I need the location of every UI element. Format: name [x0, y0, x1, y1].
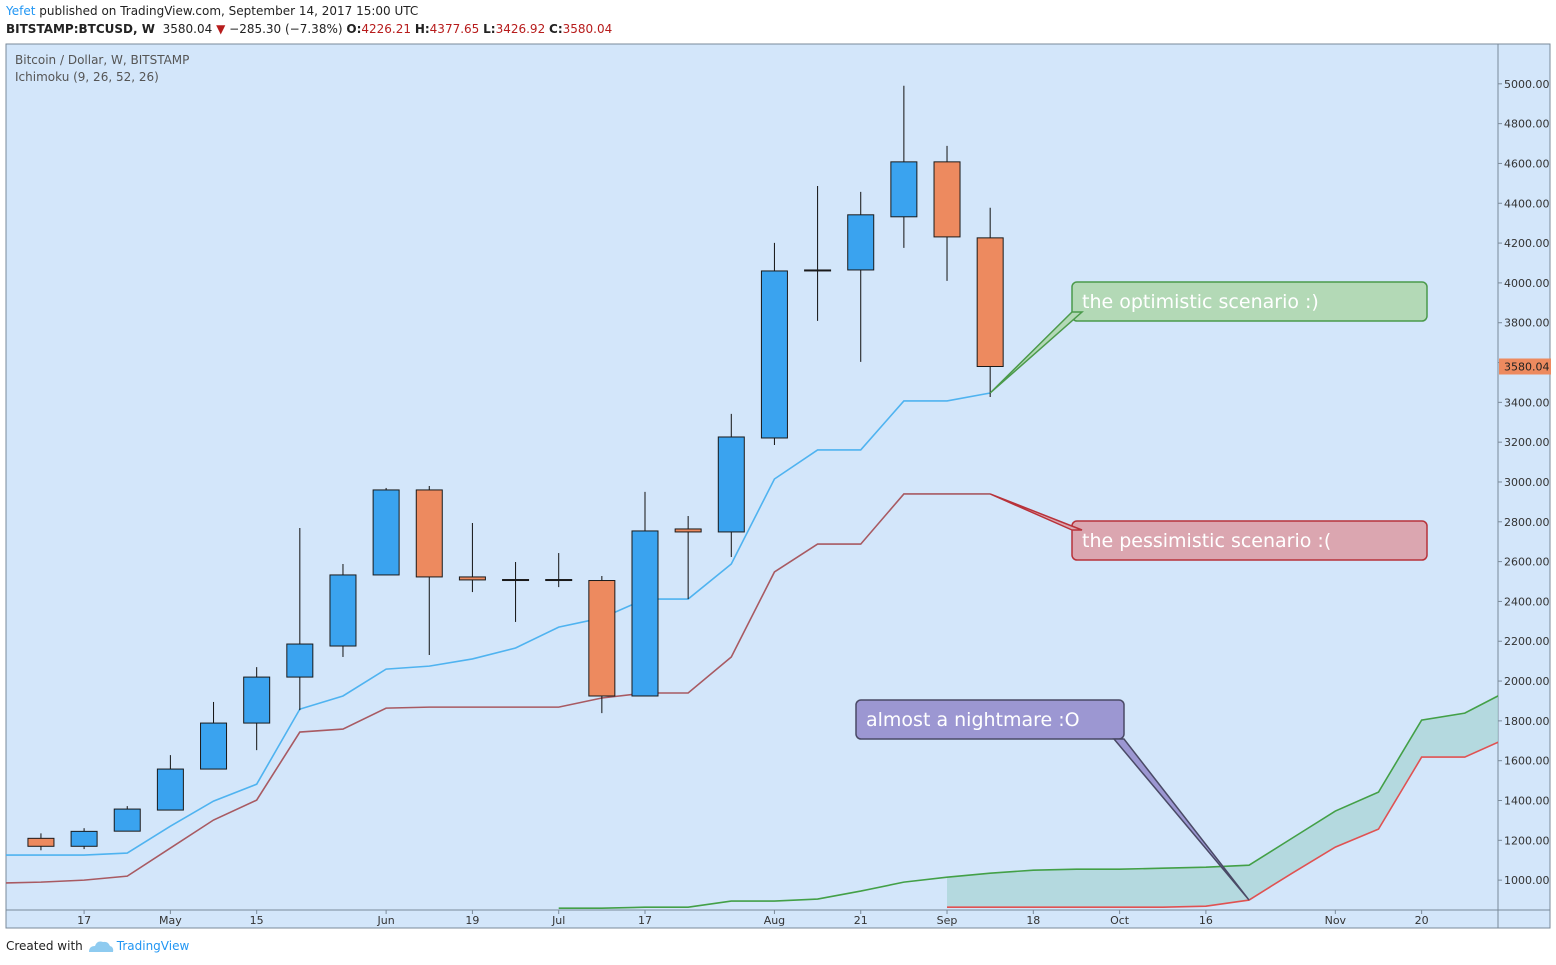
x-tick-label: Jun: [377, 914, 395, 927]
callout-box: [1071, 520, 1428, 561]
candle-body: [631, 530, 659, 697]
plot-area: [6, 85, 1498, 910]
x-tick-label: Sep: [937, 914, 958, 927]
y-tick-label: 2000.00: [1504, 675, 1550, 688]
y-tick-label: 4000.00: [1504, 277, 1550, 290]
y-tick-label: 2600.00: [1504, 556, 1550, 569]
candle-body: [545, 579, 573, 582]
indicator-line: [947, 741, 1498, 909]
candle-body: [804, 269, 832, 272]
y-tick-label: 1800.00: [1504, 715, 1550, 728]
candle-body: [200, 722, 228, 770]
candle-body: [890, 161, 918, 218]
published: published on TradingView.com, September …: [39, 4, 419, 18]
candle-body: [933, 161, 961, 238]
indicator-line: [6, 392, 991, 856]
x-tick-label: 21: [854, 914, 868, 927]
y-tick-label: 2400.00: [1504, 595, 1550, 608]
indicator-label: Ichimoku (9, 26, 52, 26): [15, 70, 159, 84]
y-tick-label: 1000.00: [1504, 874, 1550, 887]
x-tick-label: Aug: [764, 914, 785, 927]
c-label: C:: [549, 22, 563, 36]
y-tick-label: 4400.00: [1504, 197, 1550, 210]
c-value: 3580.04: [562, 22, 613, 36]
y-tick-label: 5000.00: [1504, 78, 1550, 91]
x-tick-label: Jul: [551, 914, 565, 927]
x-tick-label: Nov: [1325, 914, 1347, 927]
last-price: 3580.04: [162, 22, 213, 36]
candle-body: [70, 830, 98, 847]
y-tick-label: 3800.00: [1504, 317, 1550, 330]
indicator-line: [6, 493, 991, 884]
callout-pointer: [1112, 738, 1250, 901]
candle-body: [760, 270, 788, 439]
h-value: 4377.65: [429, 22, 480, 36]
callout-box: [1071, 281, 1428, 322]
callout-box: [855, 699, 1125, 740]
callout-text: almost a nightmare :O: [866, 709, 1080, 731]
chart: Bitcoin / Dollar, W, BITSTAMP Ichimoku (…: [5, 43, 1551, 929]
callout-pointer: [989, 493, 1083, 531]
x-tick-label: May: [159, 914, 182, 927]
callout-pointer: [989, 311, 1084, 394]
y-tick-label: 1600.00: [1504, 755, 1550, 768]
y-tick-label: 1200.00: [1504, 834, 1550, 847]
o-value: 4226.21: [361, 22, 411, 36]
x-tick-label: 18: [1026, 914, 1040, 927]
y-tick-label: 4600.00: [1504, 157, 1550, 170]
candle-body: [674, 528, 702, 533]
user[interactable]: Yefet: [6, 4, 36, 18]
y-tick-label: 3000.00: [1504, 476, 1550, 489]
candle-body: [588, 580, 616, 697]
candle-body: [847, 214, 875, 271]
y-tick-label: 2800.00: [1504, 516, 1550, 529]
x-tick-label: 16: [1199, 914, 1213, 927]
candle-body: [286, 643, 314, 678]
y-tick-label: 2200.00: [1504, 635, 1550, 648]
x-tick-label: Oct: [1110, 914, 1130, 927]
candle-body: [243, 676, 271, 724]
x-tick-label: 17: [638, 914, 652, 927]
change: −285.30 (−7.38%): [229, 22, 343, 36]
l-label: L:: [483, 22, 496, 36]
candle-body: [415, 489, 443, 578]
x-tick-label: 19: [465, 914, 479, 927]
candle-body: [113, 808, 141, 832]
candle-body: [372, 489, 400, 576]
y-tick-label: 3400.00: [1504, 396, 1550, 409]
l-value: 3426.92: [495, 22, 546, 36]
candle-body: [976, 237, 1004, 368]
callout-text: the pessimistic scenario :(: [1082, 530, 1331, 552]
candle-body: [502, 579, 530, 582]
brand[interactable]: TradingView: [116, 939, 190, 953]
footer: Created with TradingView: [6, 939, 189, 953]
header-line: BITSTAMP:BTCUSD, W 3580.04 ▼ −285.30 (−7…: [6, 22, 612, 36]
callout-text: the optimistic scenario :): [1082, 291, 1319, 313]
candle-body: [329, 574, 357, 647]
x-tick-label: 20: [1415, 914, 1429, 927]
brand-logo: [89, 941, 114, 952]
y-tick-label: 1400.00: [1504, 795, 1550, 808]
indicator-line: [558, 695, 1498, 910]
created-with: Created with: [6, 939, 83, 953]
h-label: H:: [414, 22, 430, 36]
candle-body: [458, 576, 486, 581]
y-tick-label: 4800.00: [1504, 118, 1550, 131]
candle-body: [156, 768, 184, 811]
arrow: ▼: [216, 22, 226, 36]
y-tick-label: 4200.00: [1504, 237, 1550, 250]
chart-background: [5, 43, 1551, 929]
header-line: Yefet published on TradingView.com, Sept…: [6, 4, 418, 18]
x-tick-label: 15: [250, 914, 264, 927]
o-label: O:: [346, 22, 362, 36]
y-tick-label: 3200.00: [1504, 436, 1550, 449]
candle-body: [717, 436, 745, 533]
last-price-marker: [1499, 358, 1551, 375]
last-price-label: 3580.04: [1504, 361, 1550, 374]
x-tick-label: 17: [77, 914, 91, 927]
chart-title: Bitcoin / Dollar, W, BITSTAMP: [15, 53, 189, 67]
candle-body: [27, 837, 55, 847]
symbol: BITSTAMP:BTCUSD, W: [6, 22, 155, 36]
